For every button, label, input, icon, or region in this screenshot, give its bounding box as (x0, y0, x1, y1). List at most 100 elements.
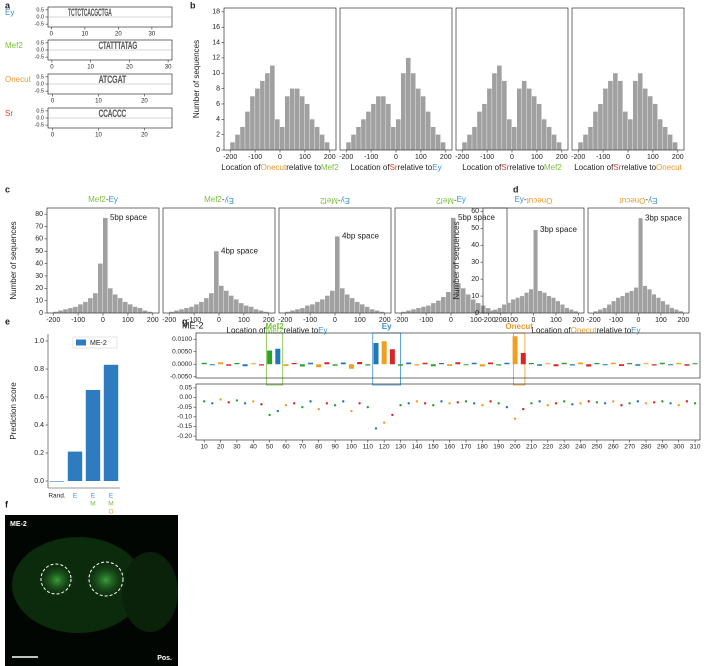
histogram-bar (672, 142, 678, 150)
histogram-bar (507, 119, 512, 150)
attribution-bar (414, 364, 420, 366)
histogram-bar (290, 310, 295, 313)
annotation: 5bp space (110, 213, 147, 222)
histogram-bar (603, 88, 608, 150)
signal (84, 560, 128, 600)
attribution-bar (463, 364, 469, 366)
attribution-bar (308, 362, 314, 365)
x-tick-label: -200 (455, 154, 469, 161)
image-title: ME-2 (10, 521, 27, 528)
x-tick-label: 290 (657, 444, 668, 451)
panel-label: d (513, 184, 519, 194)
attribution-bar (618, 364, 624, 366)
y-tick-label: -0.0050 (170, 373, 192, 380)
histogram-bar (199, 301, 204, 313)
histogram-bar (78, 304, 83, 313)
x-tick-label: 10 (95, 133, 102, 139)
y-tick-label: 6 (216, 101, 220, 108)
point (481, 404, 484, 407)
histogram-bar (137, 308, 143, 313)
point (358, 402, 361, 405)
histogram-bar (607, 304, 612, 313)
histogram-bar (374, 310, 380, 313)
histogram-bar (289, 88, 295, 150)
label-part: Ey (341, 196, 350, 205)
y-tick-label: 0.0 (36, 14, 44, 20)
histogram-bar (58, 310, 63, 313)
x-tick-label: 50 (266, 444, 274, 451)
histogram-bar (275, 119, 280, 150)
attribution-bar (684, 364, 690, 366)
x-tick-label: 270 (624, 444, 635, 451)
histogram-bar (174, 310, 179, 313)
attribution-bar (398, 364, 404, 366)
histogram-bar (546, 296, 552, 313)
x-tick-label: 200 (263, 317, 275, 324)
x-tick-label: 200 (672, 154, 684, 161)
point (309, 400, 312, 403)
histogram-bar (235, 134, 240, 150)
histogram-bar (127, 304, 133, 313)
histogram-bar (248, 306, 254, 313)
histogram-bar (578, 142, 583, 150)
attribution-bar (291, 363, 297, 365)
x-tick-label: 100 (647, 154, 659, 161)
point (489, 400, 492, 403)
x-tick-label: 0 (50, 65, 54, 71)
x-tick-label: 250 (591, 444, 602, 451)
histogram-bar (618, 80, 623, 150)
point (211, 402, 214, 405)
histogram-bar (669, 307, 675, 313)
x-tick-label: 200 (379, 317, 391, 324)
x-tick-label: 200 (440, 154, 452, 161)
attribution-bar (201, 362, 207, 365)
histogram-bar (309, 119, 315, 150)
point (661, 400, 664, 403)
label-part: Ey (432, 163, 441, 172)
histogram-bar (613, 73, 618, 150)
y-tick-label: 0.00 (179, 394, 192, 401)
histogram-bar (361, 119, 366, 150)
histogram-bar (485, 308, 491, 313)
histogram-bar (470, 299, 476, 313)
histogram-bar (240, 126, 245, 150)
region-label: Ey (382, 322, 392, 331)
label-part: Ey (515, 195, 524, 204)
histogram-bar (364, 306, 370, 313)
histogram-bar (620, 296, 625, 313)
y-tick-label: 10 (471, 293, 479, 300)
histogram-bar (354, 301, 360, 313)
histogram-bar (593, 311, 598, 313)
point (636, 400, 640, 403)
x-tick-label: 100 (238, 317, 250, 324)
y-tick-label: 0.8 (34, 366, 44, 373)
x-tick-label: 220 (542, 444, 553, 451)
histogram-bar (593, 111, 598, 150)
attribution-bar (659, 362, 665, 365)
y-tick-label: 12 (212, 55, 220, 62)
histogram-bar (421, 306, 426, 313)
histogram-bar (243, 305, 249, 313)
histogram-bar (112, 294, 118, 313)
label-part: relative to (596, 326, 631, 335)
attribution-bar (537, 364, 543, 366)
histogram-bar (629, 290, 634, 313)
motif-logo: TCTCTCACGCTGA (68, 6, 112, 19)
label-part: Location of (574, 163, 614, 172)
y-axis-label: Number of sequences (452, 221, 461, 299)
x-tick-label: 0 (394, 154, 398, 161)
histogram-bar (492, 73, 497, 150)
histogram-bar (665, 304, 670, 313)
y-tick-label: 0.0050 (172, 348, 192, 355)
point (677, 404, 680, 407)
histogram-bar (564, 307, 570, 313)
attribution-bar (569, 364, 575, 366)
histogram-bar (638, 218, 643, 313)
histogram-bar (230, 142, 235, 150)
x-tick-label: 230 (559, 444, 570, 451)
histogram-bar (460, 288, 466, 313)
y-tick-label: 80 (35, 211, 43, 218)
histogram-bar (325, 295, 330, 313)
histogram-bar (541, 119, 547, 150)
